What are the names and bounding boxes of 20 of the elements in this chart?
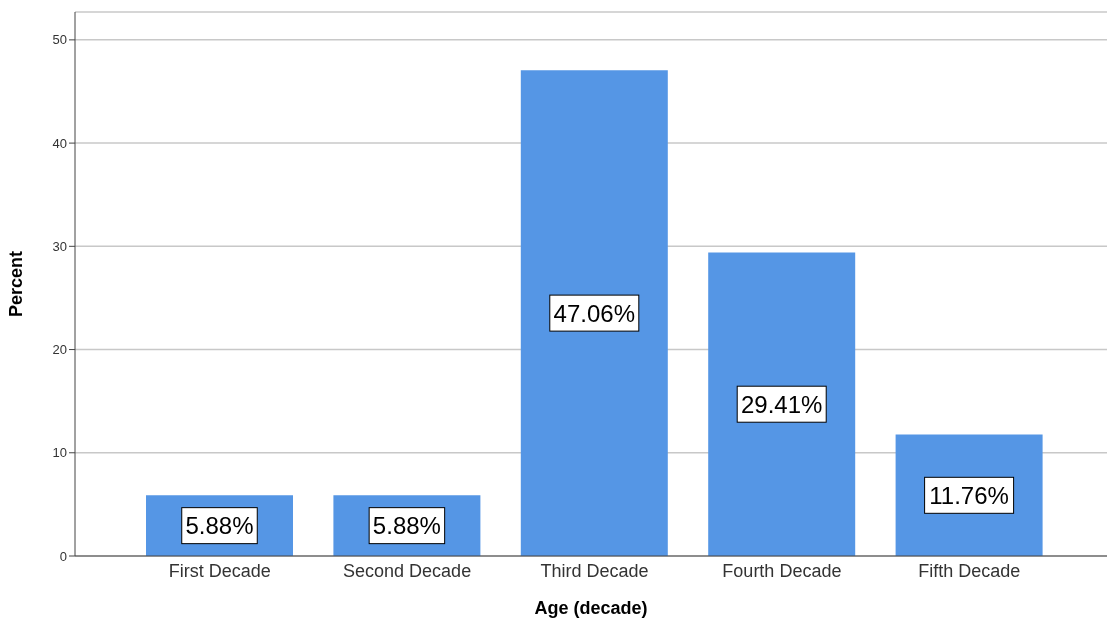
x-axis-title: Age (decade) bbox=[534, 598, 648, 618]
y-tick-label: 40 bbox=[52, 135, 67, 151]
x-tick-label: Second Decade bbox=[343, 560, 472, 581]
y-tick-label: 20 bbox=[52, 342, 67, 358]
data-label: 29.41% bbox=[741, 390, 823, 418]
bar bbox=[520, 70, 668, 556]
y-tick-label: 10 bbox=[52, 445, 67, 461]
y-axis-title: Percent bbox=[6, 250, 27, 318]
y-tick-label: 0 bbox=[59, 548, 67, 564]
x-tick-label: First Decade bbox=[168, 560, 271, 581]
y-tick-label: 30 bbox=[52, 238, 67, 254]
x-tick-label: Fifth Decade bbox=[918, 560, 1021, 581]
data-label: 47.06% bbox=[553, 299, 635, 327]
data-label: 5.88% bbox=[372, 512, 441, 540]
data-label: 5.88% bbox=[185, 512, 254, 540]
y-tick-label: 50 bbox=[52, 32, 67, 48]
data-label: 11.76% bbox=[929, 481, 1009, 509]
bar bbox=[708, 252, 856, 556]
x-tick-label: Third Decade bbox=[540, 560, 649, 581]
x-tick-label: Fourth Decade bbox=[722, 560, 842, 581]
